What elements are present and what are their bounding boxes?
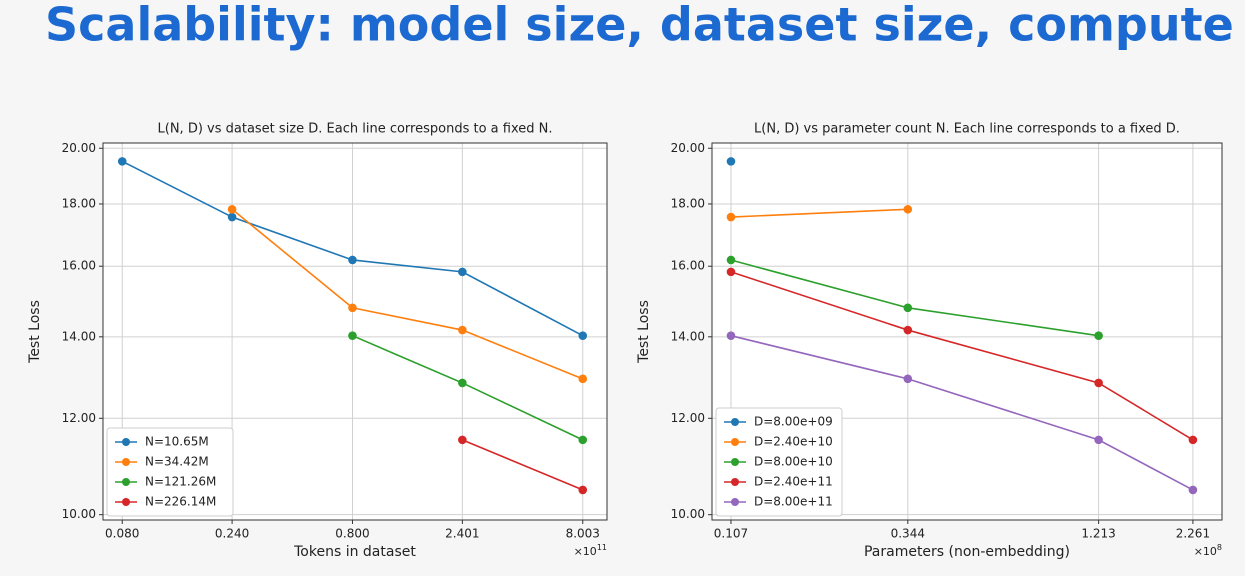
legend-marker (122, 478, 130, 486)
x-tick-label: 0.800 (335, 527, 369, 541)
x-tick-label: 8.003 (566, 527, 600, 541)
legend-label: D=2.40e+11 (754, 475, 833, 489)
legend-box (715, 407, 843, 517)
x-tick-label: 0.240 (215, 527, 249, 541)
y-tick-label: 16.00 (671, 259, 705, 273)
legend-marker (731, 438, 739, 446)
legend-marker (731, 458, 739, 466)
legend-label: N=10.65M (145, 435, 209, 449)
legend-label: D=2.40e+10 (754, 435, 833, 449)
x-offset-label: ×1011 (574, 543, 607, 559)
data-point (227, 204, 237, 214)
data-point (227, 212, 237, 222)
data-point (726, 212, 736, 222)
data-point (578, 331, 588, 340)
x-offset-base: ×10 (574, 545, 597, 558)
y-tick-label: 18.00 (62, 196, 96, 210)
legend-label: D=8.00e+10 (754, 455, 833, 469)
legend-label: N=34.42M (145, 455, 209, 469)
legend-marker (731, 478, 739, 486)
legend-marker (122, 458, 130, 466)
data-point (458, 325, 467, 335)
data-point (726, 267, 736, 277)
data-point (903, 325, 913, 335)
data-point (1094, 435, 1103, 445)
y-tick-label: 20.00 (62, 141, 96, 155)
data-point (458, 267, 467, 277)
data-point (903, 303, 913, 313)
legend-label: N=121.26M (145, 475, 216, 489)
x-offset-label: ×108 (1194, 543, 1222, 559)
x-offset-base: ×10 (1194, 545, 1217, 558)
legend-marker (122, 498, 130, 506)
data-point (1188, 485, 1198, 495)
y-tick-label: 10.00 (671, 507, 705, 521)
data-point (578, 485, 588, 495)
y-tick-label: 14.00 (671, 329, 705, 343)
x-axis-label: Parameters (non-embedding) (864, 544, 1070, 560)
slide-title: Scalability: model size, dataset size, c… (45, 0, 1234, 52)
data-point (1094, 378, 1103, 388)
series-line (462, 439, 584, 491)
y-axis-label: Test Loss (27, 300, 43, 364)
data-point (726, 255, 736, 265)
data-point (348, 303, 357, 313)
x-tick-label: 2.261 (1176, 527, 1210, 541)
y-tick-label: 12.00 (62, 411, 96, 425)
legend-marker (122, 438, 130, 446)
x-tick-label: 1.213 (1081, 527, 1115, 541)
series-line (730, 334, 1194, 491)
y-axis-label: Test Loss (636, 300, 652, 364)
data-point (1188, 435, 1198, 445)
y-tick-label: 18.00 (671, 196, 705, 210)
x-offset-exponent: 8 (1217, 543, 1222, 552)
x-axis-label: Tokens in dataset (293, 544, 416, 560)
data-point (903, 374, 913, 384)
data-point (903, 204, 913, 214)
x-tick-label: 2.401 (445, 527, 479, 541)
x-tick-label: 0.107 (714, 527, 748, 541)
series-line (730, 208, 908, 218)
legend-label: D=8.00e+11 (754, 495, 833, 509)
y-tick-label: 16.00 (62, 259, 96, 273)
data-point (578, 435, 588, 445)
data-point (726, 157, 736, 166)
y-tick-label: 20.00 (671, 141, 705, 155)
x-offset-exponent: 11 (597, 543, 607, 552)
chart-title: L(N, D) vs dataset size D. Each line cor… (158, 122, 553, 137)
data-point (726, 331, 736, 340)
chart-title: L(N, D) vs parameter count N. Each line … (754, 122, 1180, 137)
data-point (578, 374, 588, 384)
y-tick-label: 12.00 (671, 411, 705, 425)
x-tick-label: 0.080 (105, 527, 139, 541)
data-point (348, 255, 357, 265)
plot-frame (711, 142, 1223, 521)
series-line (730, 271, 1194, 441)
data-point (348, 331, 357, 340)
legend-label: N=226.14M (145, 495, 216, 509)
series-line (231, 208, 584, 380)
data-point (1094, 331, 1103, 340)
plot-frame (102, 142, 608, 521)
y-tick-label: 14.00 (62, 329, 96, 343)
data-point (458, 435, 467, 445)
legend-marker (731, 498, 739, 506)
y-tick-label: 10.00 (62, 507, 96, 521)
legend-box (106, 427, 234, 517)
data-point (117, 157, 127, 166)
legend-label: D=8.00e+09 (754, 415, 833, 429)
legend-marker (731, 418, 739, 426)
data-point (458, 378, 467, 388)
x-tick-label: 0.344 (891, 527, 925, 541)
